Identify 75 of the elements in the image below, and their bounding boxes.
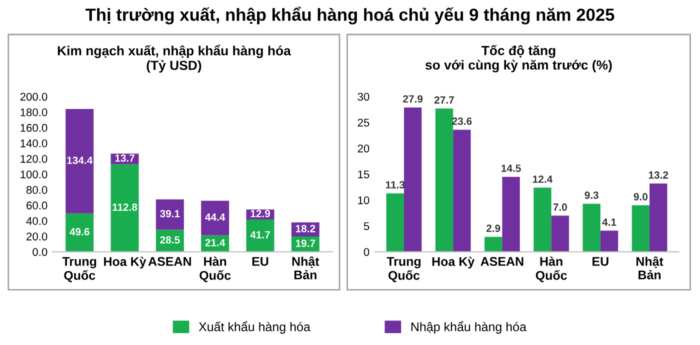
bar — [435, 108, 454, 252]
bar — [600, 230, 618, 252]
y-tick-label: 80.0 — [26, 186, 48, 194]
y-tick-label: 160.0 — [20, 124, 48, 132]
data-label: 2.9 — [486, 224, 500, 232]
data-label: 12.9 — [250, 210, 270, 218]
y-tick-label: 180.0 — [20, 108, 48, 116]
data-label: 18.2 — [296, 224, 316, 232]
chart-subtitle: Tốc độ tăng so với cùng kỳ năm trước (%) — [425, 44, 612, 72]
x-tick-label: Hoa Kỳ — [432, 256, 475, 268]
y-tick-label: 15 — [358, 170, 370, 178]
legend-label: Xuất khẩu hàng hóa — [198, 321, 310, 334]
bar — [66, 213, 94, 252]
data-label: 39.1 — [160, 210, 180, 218]
y-tick-label: 200.0 — [20, 92, 48, 101]
bar — [484, 236, 502, 252]
y-tick-label: 100.0 — [20, 170, 48, 178]
x-tick-label: EU — [252, 257, 268, 266]
bar — [246, 219, 274, 252]
y-tick-label: 60.0 — [26, 202, 48, 210]
bar — [582, 204, 600, 252]
data-label: 12.4 — [532, 175, 553, 183]
bar — [650, 184, 668, 252]
y-tick-label: 10 — [358, 196, 370, 204]
data-label: 13.2 — [648, 171, 668, 179]
legend-label: Nhập khẩu hàng hóa — [411, 321, 526, 334]
y-tick-label: 140.0 — [20, 139, 48, 148]
data-label: 41.7 — [250, 231, 270, 238]
data-label: 9.0 — [634, 193, 648, 200]
y-tick-label: 25 — [358, 118, 370, 127]
x-tick-label: Nhật Bản — [292, 256, 320, 280]
bar — [632, 205, 650, 252]
bar — [201, 200, 230, 236]
y-tick-label: 30 — [358, 92, 370, 101]
x-tick-label: ASEAN — [480, 257, 524, 266]
data-label: 112.8 — [112, 203, 138, 211]
bar — [110, 164, 139, 252]
data-label: 134.4 — [67, 156, 93, 164]
bar — [534, 188, 552, 252]
x-tick-label: Hoa Kỳ — [104, 256, 146, 268]
data-label: 27.7 — [434, 96, 454, 104]
y-tick-label: 5 — [364, 222, 370, 230]
bar — [66, 109, 94, 214]
bar — [156, 199, 184, 230]
y-tick-label: 20 — [358, 144, 370, 152]
x-tick-label: Hàn Quốc — [200, 256, 231, 282]
data-label: 49.6 — [70, 228, 90, 236]
x-tick-label: EU — [592, 257, 608, 266]
data-label: 13.7 — [115, 154, 134, 162]
data-label: 4.1 — [602, 218, 616, 226]
y-tick-label: 120.0 — [20, 154, 48, 163]
x-tick-label: Nhật Bản — [636, 256, 664, 280]
x-tick-label: Hàn Quốc — [536, 256, 567, 282]
y-tick-label: 40.0 — [26, 217, 48, 225]
bar — [502, 176, 520, 252]
data-label: 28.5 — [160, 236, 180, 244]
y-tick-label: 20.0 — [26, 232, 48, 240]
bar — [386, 193, 404, 252]
chart-subtitle: Kim ngạch xuất, nhập khẩu hàng hóa (Tỷ USD) — [58, 44, 291, 73]
bar — [453, 130, 471, 252]
data-label: 14.5 — [502, 164, 521, 172]
bar — [404, 107, 422, 252]
x-tick-label: ASEAN — [148, 257, 191, 266]
y-tick-label: 0 — [364, 248, 370, 256]
x-tick-label: Trung Quốc — [62, 257, 96, 282]
data-label: 27.9 — [403, 95, 423, 103]
data-label: 19.7 — [296, 240, 316, 247]
data-label: 7.0 — [553, 203, 567, 211]
chart-title: Thị trường xuất, nhập khẩu hàng hoá chủ yếu 9 tháng năm 2025 — [86, 6, 614, 24]
data-label: 9.3 — [584, 192, 598, 199]
y-tick-label: 0.0 — [32, 248, 48, 256]
bar — [551, 216, 569, 252]
data-label: 21.4 — [205, 238, 226, 246]
x-tick-label: Trung Quốc — [386, 257, 420, 282]
data-label: 44.4 — [205, 214, 226, 221]
